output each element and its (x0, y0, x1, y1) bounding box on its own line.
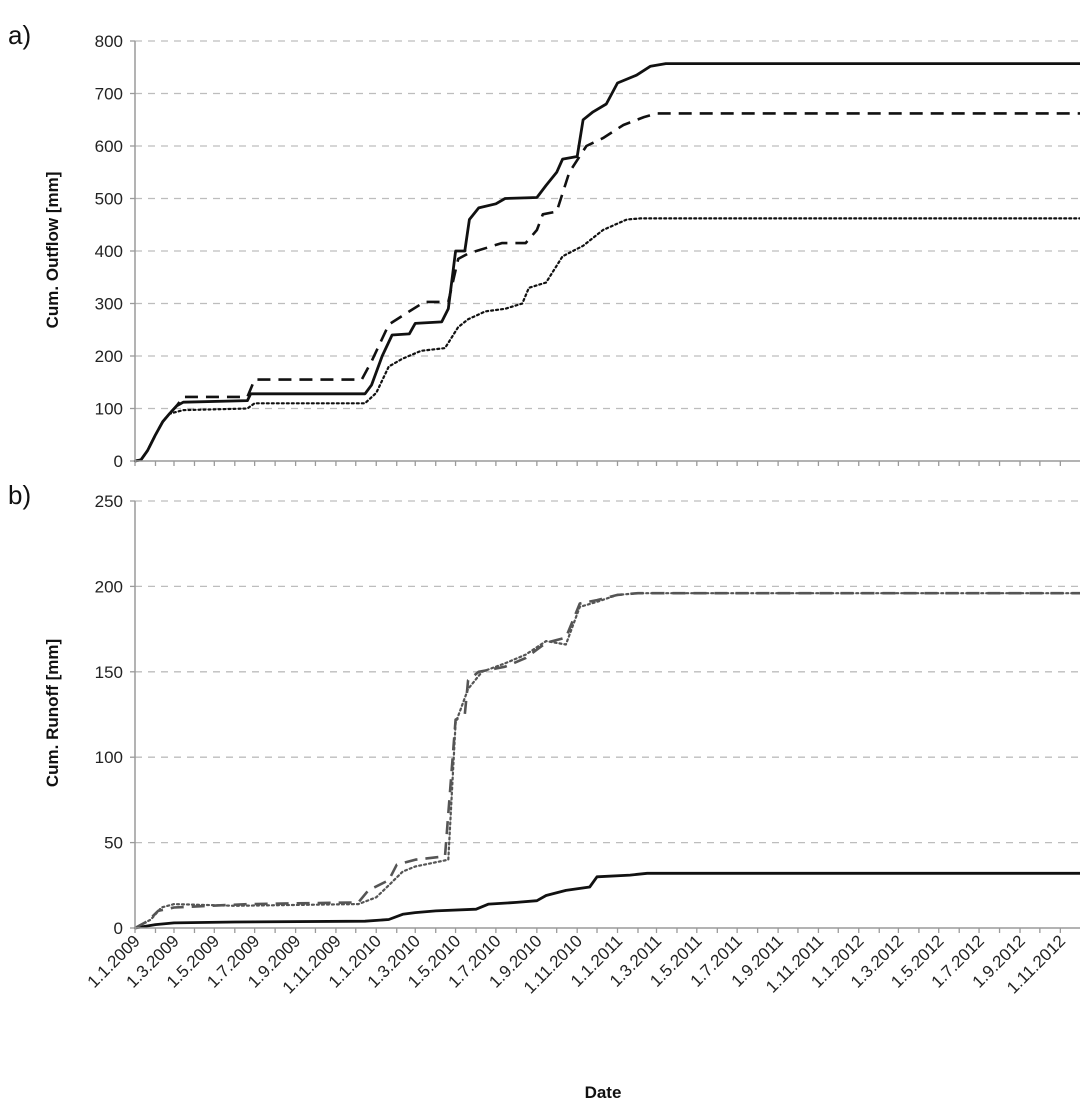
y-tick-label: 200 (95, 347, 123, 366)
series-dotted-line (135, 593, 1080, 928)
panel-a-y-axis-title: Cum. Outflow [mm] (43, 172, 62, 329)
y-tick-label: 0 (114, 452, 123, 471)
panel-b-y-tick-labels: 0 50 100 150 200 250 (95, 492, 135, 938)
y-tick-label: 300 (95, 295, 123, 314)
panel-a-gridlines (135, 41, 1080, 409)
panel-b-x-tick-labels: 1.1.20091.3.20091.5.20091.7.20091.9.2009… (84, 931, 1070, 997)
y-tick-label: 150 (95, 663, 123, 682)
y-tick-label: 50 (104, 834, 123, 853)
y-tick-label: 800 (95, 32, 123, 51)
series-solid-line (135, 873, 1080, 928)
panel-b-label: b) (8, 480, 31, 510)
panel-b-runoff-chart: b) Cum. Runoff [mm] 0 50 100 150 200 250 1.1.… (8, 480, 1080, 1102)
y-tick-label: 600 (95, 137, 123, 156)
x-axis-title: Date (585, 1083, 622, 1102)
y-tick-label: 400 (95, 242, 123, 261)
y-tick-label: 100 (95, 400, 123, 419)
panel-b-series (135, 593, 1080, 928)
panel-a-series (135, 64, 1080, 461)
panel-b-gridlines (135, 501, 1080, 843)
panel-a-outflow-chart: a) Cum. Outflow [mm] 0 100 200 300 400 500 600… (8, 20, 1080, 471)
series-solid-line (135, 64, 1080, 461)
panel-b-y-axis-title: Cum. Runoff [mm] (43, 639, 62, 787)
y-tick-label: 500 (95, 190, 123, 209)
y-tick-label: 100 (95, 748, 123, 767)
series-dashed-line (135, 593, 1080, 928)
panel-a-label: a) (8, 20, 31, 50)
panel-a-y-tick-labels: 0 100 200 300 400 500 600 700 800 (95, 32, 135, 471)
y-tick-label: 700 (95, 85, 123, 104)
y-tick-label: 0 (114, 919, 123, 938)
y-tick-label: 200 (95, 577, 123, 596)
series-dotted-line (135, 218, 1080, 461)
y-tick-label: 250 (95, 492, 123, 511)
